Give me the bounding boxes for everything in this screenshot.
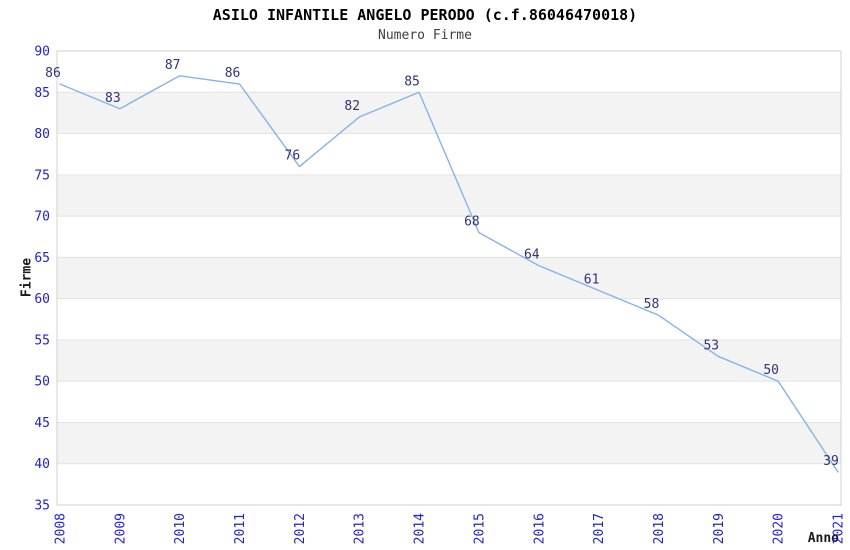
x-tick-label: 2011 bbox=[233, 513, 248, 544]
y-tick-label: 45 bbox=[34, 416, 50, 431]
plot-band bbox=[57, 422, 841, 464]
x-tick-label: 2019 bbox=[712, 513, 727, 544]
point-label: 53 bbox=[703, 338, 719, 353]
y-tick-label: 55 bbox=[34, 333, 50, 348]
point-label: 82 bbox=[344, 99, 360, 114]
x-tick-label: 2020 bbox=[772, 513, 787, 544]
y-tick-label: 50 bbox=[34, 375, 50, 390]
point-label: 50 bbox=[763, 363, 779, 378]
point-label: 64 bbox=[524, 248, 540, 263]
x-axis-title: Anno bbox=[807, 531, 839, 546]
y-tick-label: 60 bbox=[34, 292, 50, 307]
point-label: 86 bbox=[45, 66, 61, 81]
x-tick-label: 2014 bbox=[413, 513, 428, 544]
plot-band bbox=[57, 92, 841, 134]
x-tick-label: 2016 bbox=[532, 513, 547, 544]
x-tick-label: 2018 bbox=[652, 513, 667, 544]
data-line bbox=[59, 75, 839, 473]
point-label: 85 bbox=[404, 74, 420, 89]
x-tick-label: 2010 bbox=[173, 513, 188, 544]
x-tick-label: 2012 bbox=[293, 513, 308, 544]
point-label: 58 bbox=[644, 297, 660, 312]
plot-band bbox=[57, 257, 841, 299]
y-tick-label: 40 bbox=[34, 457, 50, 472]
x-tick-label: 2017 bbox=[592, 513, 607, 544]
y-tick-label: 75 bbox=[34, 168, 50, 183]
plot-band bbox=[57, 174, 841, 217]
x-tick-label: 2013 bbox=[353, 513, 368, 544]
x-tick-label: 2021 bbox=[832, 513, 847, 544]
x-tick-label: 2008 bbox=[54, 513, 69, 544]
chart-subtitle: Numero Firme bbox=[378, 28, 472, 43]
point-label: 83 bbox=[105, 91, 121, 106]
point-label: 76 bbox=[285, 149, 301, 164]
point-label: 87 bbox=[165, 58, 181, 73]
y-tick-label: 85 bbox=[34, 86, 50, 101]
chart-title: ASILO INFANTILE ANGELO PERODO (c.f.86046… bbox=[212, 6, 638, 24]
y-tick-label: 65 bbox=[34, 251, 50, 266]
plot-band bbox=[57, 339, 841, 382]
y-tick-label: 90 bbox=[34, 45, 50, 60]
y-tick-label: 80 bbox=[34, 127, 50, 142]
x-tick-label: 2009 bbox=[113, 513, 128, 544]
x-tick-label: 2015 bbox=[472, 513, 487, 544]
plot-border bbox=[56, 50, 842, 506]
point-label: 61 bbox=[584, 272, 600, 287]
y-tick-label: 70 bbox=[34, 210, 50, 225]
point-label: 86 bbox=[225, 66, 241, 81]
point-label: 39 bbox=[823, 454, 839, 469]
y-tick-label: 35 bbox=[34, 499, 50, 514]
point-label: 68 bbox=[464, 215, 480, 230]
